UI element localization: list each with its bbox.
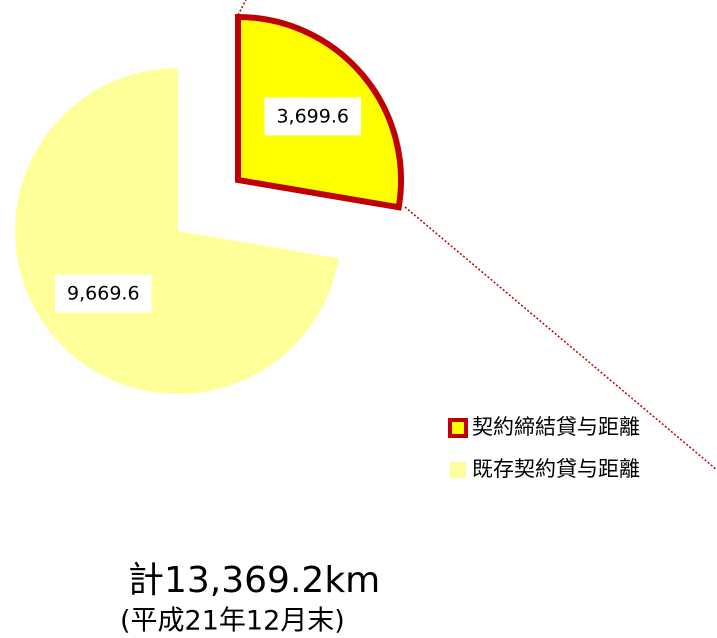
chart-title: 計13,369.2km [128, 560, 380, 601]
legend-swatch [450, 462, 466, 478]
value-label-bg [264, 97, 361, 136]
value-label-group: 3,699.6 [264, 97, 361, 136]
value-label: 9,669.6 [67, 283, 140, 305]
value-label-bg [55, 274, 152, 313]
value-label: 3,699.6 [276, 105, 349, 127]
legend-label: 既存契約貸与距離 [472, 457, 640, 481]
legend-label: 契約締結貸与距離 [472, 415, 640, 439]
legend-swatch [448, 418, 468, 438]
leader-line [404, 206, 717, 471]
value-label-group: 9,669.6 [55, 274, 152, 313]
chart-subtitle: (平成21年12月末) [120, 606, 345, 637]
leader-line [237, 0, 247, 16]
